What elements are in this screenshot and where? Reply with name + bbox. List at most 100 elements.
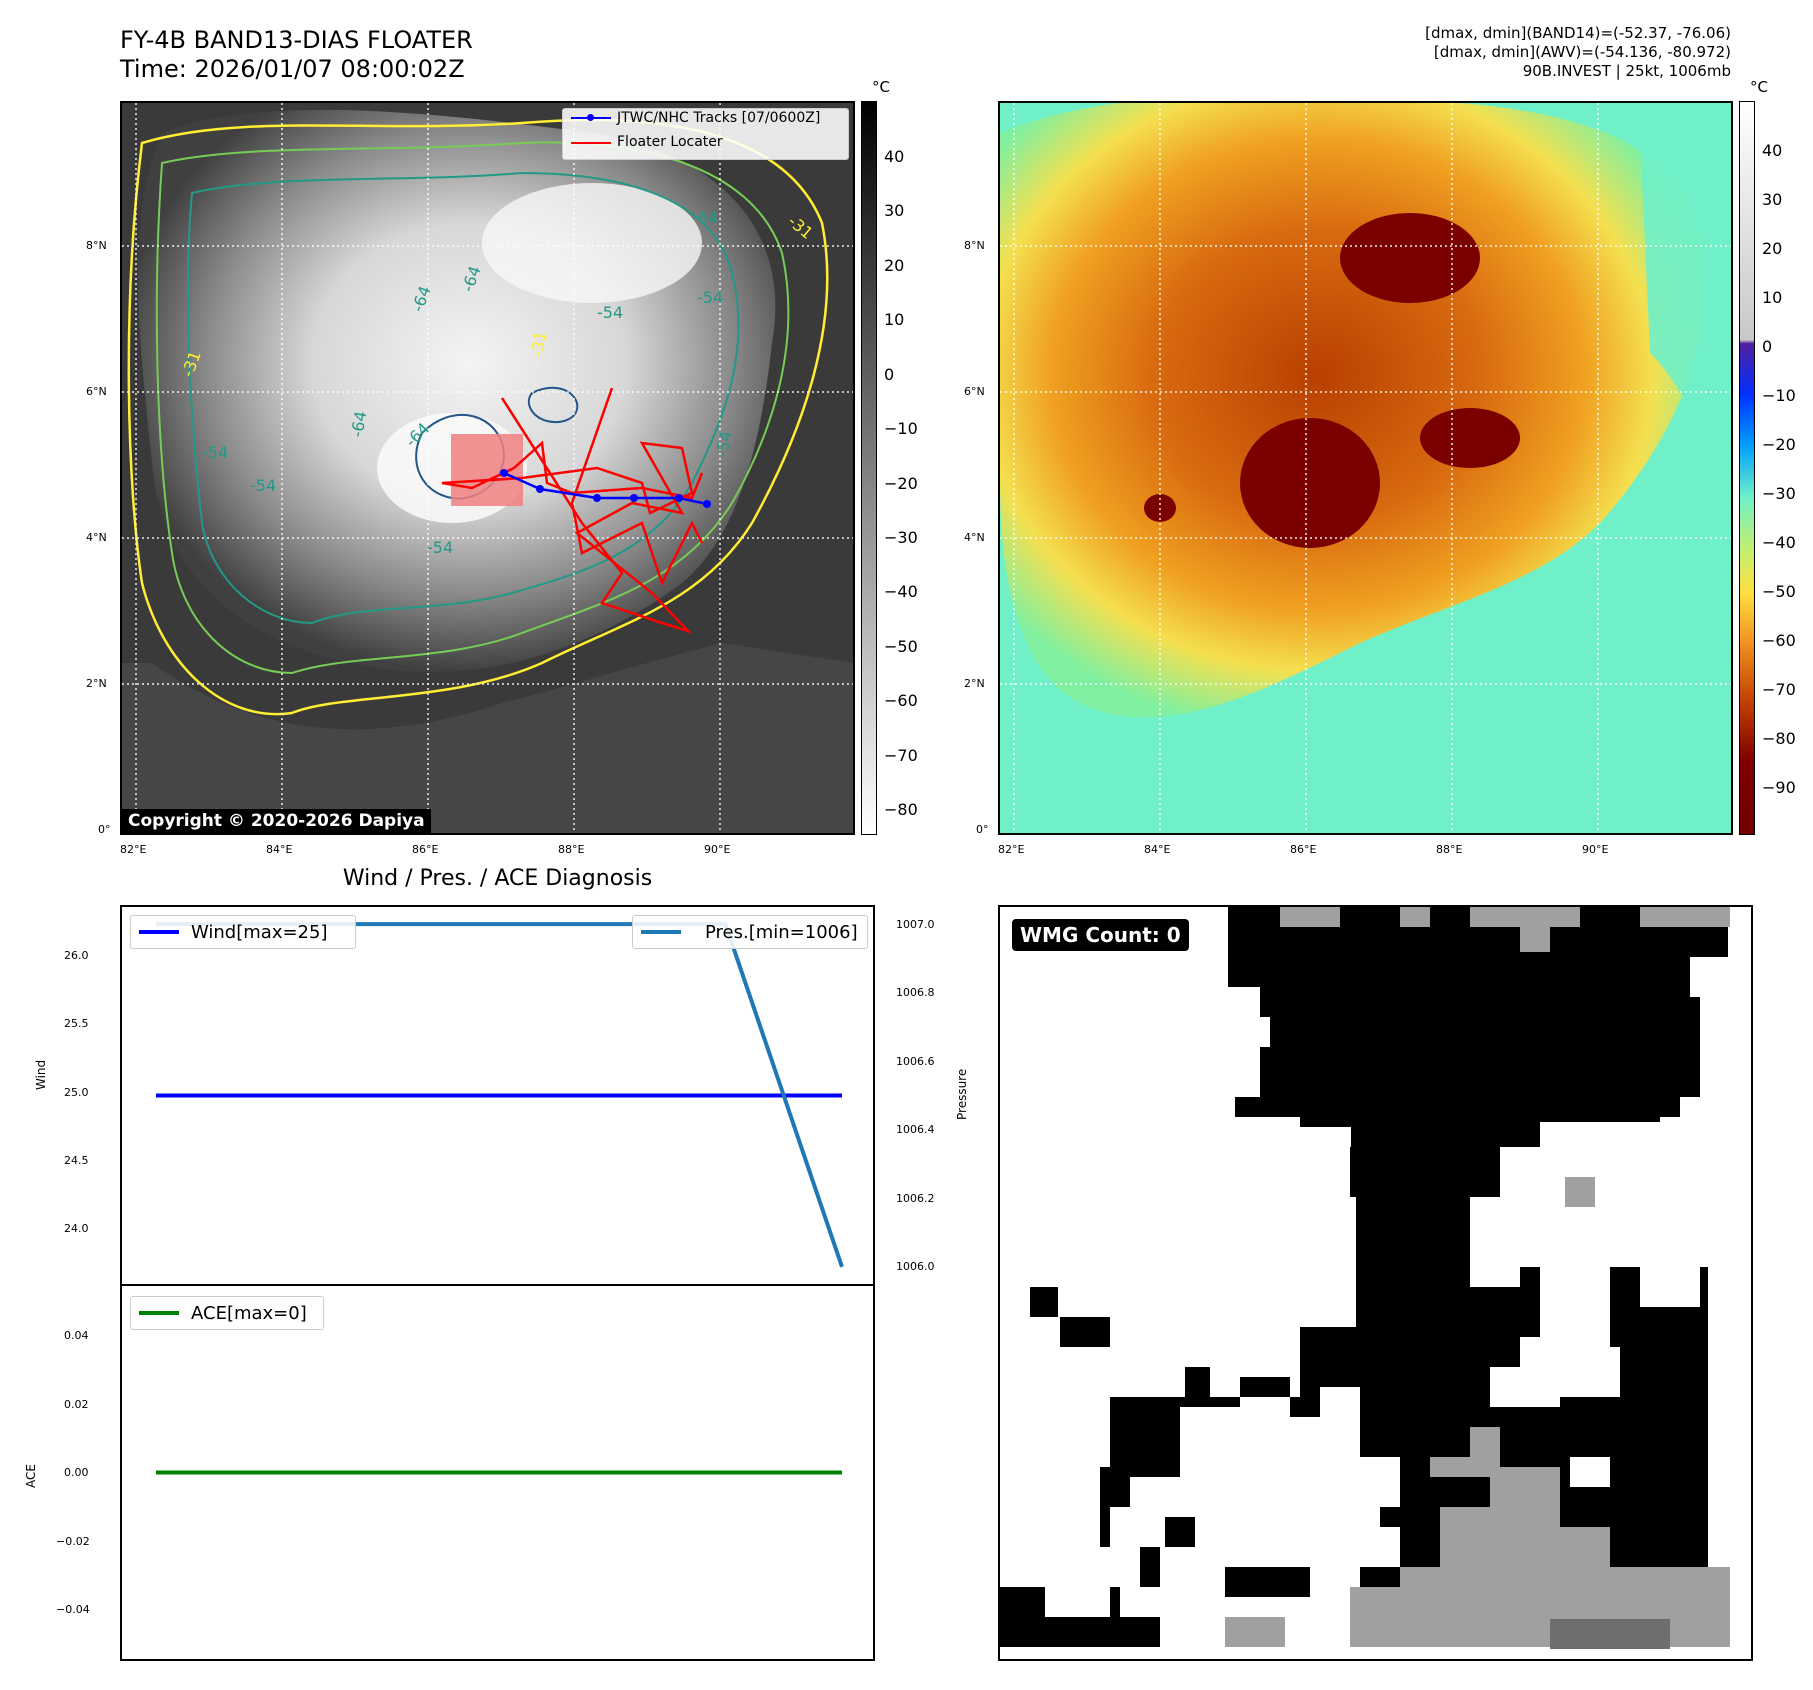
- wv-cold-top-north: [1340, 213, 1480, 303]
- wind-tick: 25.5: [64, 1017, 89, 1030]
- wind-pres-panel: Wind[max=25] Pres.[min=1006]: [120, 905, 875, 1286]
- wv-cbar-tick: 20: [1762, 239, 1783, 258]
- wv-dry-east: [1600, 133, 1731, 833]
- contour-label: -54: [250, 476, 276, 495]
- ir-lat-label: 0°: [98, 823, 111, 836]
- wv-lon-label: 84°E: [1144, 843, 1171, 856]
- wv-lat-label: 0°: [976, 823, 989, 836]
- ace-legend: ACE[max=0]: [130, 1296, 324, 1330]
- ir-map-panel: -64 -64 -64 -54 -54 -54 -54 -54 -31 -31 …: [120, 101, 855, 835]
- track-point: [536, 485, 544, 493]
- wind-tick: 24.0: [64, 1222, 89, 1235]
- wv-cbar-tick: −10: [1762, 386, 1796, 405]
- wv-cbar-tick: −50: [1762, 582, 1796, 601]
- wv-lon-label: 86°E: [1290, 843, 1317, 856]
- wmg-cell: [1030, 1287, 1058, 1317]
- ir-lon-label: 84°E: [266, 843, 293, 856]
- ace-ylabel: ACE: [24, 1464, 38, 1488]
- wv-cbar-tick: −30: [1762, 484, 1796, 503]
- ir-cbar-tick: −10: [884, 419, 918, 438]
- ace-tick: −0.02: [56, 1535, 90, 1548]
- pres-legend: Pres.[min=1006]: [632, 915, 868, 949]
- wind-legend-swatch: [139, 930, 179, 934]
- wmg-panel: WMG Count: 0: [998, 905, 1753, 1661]
- ir-cbar-tick: −80: [884, 800, 918, 819]
- ir-gridlines: [122, 103, 853, 833]
- wind-legend: Wind[max=25]: [130, 915, 356, 949]
- pres-tick: 1006.4: [896, 1123, 935, 1136]
- title-line-1: FY-4B BAND13-DIAS FLOATER: [120, 26, 473, 54]
- floater-locater-line-2: [570, 387, 704, 587]
- wind-tick: 26.0: [64, 949, 89, 962]
- wind-ylabel: Wind: [34, 1059, 48, 1090]
- ir-warm-region: [122, 643, 853, 833]
- ir-map: -64 -64 -64 -54 -54 -54 -54 -54 -31 -31 …: [122, 103, 853, 833]
- wmg-cell: [1225, 1567, 1310, 1597]
- wmg-cell: [1225, 1617, 1285, 1647]
- ir-lat-label: 2°N: [86, 677, 107, 690]
- contour-label: -54: [202, 443, 228, 462]
- wv-cbar-tick: −70: [1762, 680, 1796, 699]
- wmg-cell: [1130, 1587, 1160, 1617]
- track-point: [703, 500, 711, 508]
- wv-lon-label: 88°E: [1436, 843, 1463, 856]
- jtwc-track-points: [500, 469, 711, 508]
- wv-cbar-tick: −60: [1762, 631, 1796, 650]
- wmg-gray-region: [1350, 1427, 1730, 1647]
- pres-legend-label: Pres.[min=1006]: [705, 922, 858, 943]
- ir-legend: JTWC/NHC Tracks [07/0600Z] Floater Locat…: [562, 108, 849, 160]
- ace-tick: 0.00: [64, 1466, 89, 1479]
- wmg-cell: [1520, 907, 1550, 952]
- pres-tick: 1006.2: [896, 1192, 935, 1205]
- wmg-count-badge: WMG Count: 0: [1012, 919, 1189, 951]
- contour-label: -64: [347, 410, 370, 439]
- wv-cbar-tick: 40: [1762, 141, 1783, 160]
- diag-title: Wind / Pres. / ACE Diagnosis: [342, 866, 653, 891]
- contour-yellow: [127, 118, 829, 716]
- track-point: [675, 494, 683, 502]
- ace-tick: −0.04: [56, 1603, 90, 1616]
- wmg-cells-gray: [1225, 907, 1730, 1647]
- wv-lat-label: 6°N: [964, 385, 985, 398]
- wind-tick: 24.5: [64, 1154, 89, 1167]
- ace-plot: [156, 1470, 842, 1475]
- info-line-3: 90B.INVEST | 25kt, 1006mb: [1522, 62, 1731, 80]
- ir-cbar-tick: 20: [884, 256, 905, 275]
- wv-lat-label: 4°N: [964, 531, 985, 544]
- pres-tick: 1007.0: [896, 918, 935, 931]
- ir-lon-label: 86°E: [412, 843, 439, 856]
- info-line-1: [dmax, dmin](BAND14)=(-52.37, -76.06): [1425, 24, 1731, 42]
- ace-legend-swatch: [139, 1311, 179, 1315]
- legend-track-marker: [587, 114, 594, 121]
- wmg-black-region: [1000, 907, 1728, 1647]
- wv-cbar-tick: 0: [1762, 337, 1773, 356]
- wmg-cells-white: [1130, 1457, 1610, 1617]
- contour-label: -31: [527, 330, 550, 359]
- ir-cbar-tick: −20: [884, 474, 918, 493]
- pres-tick: 1006.8: [896, 986, 935, 999]
- contour-label: -54: [697, 288, 723, 307]
- wv-lon-label: 90°E: [1582, 843, 1609, 856]
- track-point: [630, 494, 638, 502]
- wmg-cell: [1640, 907, 1730, 927]
- ir-lon-label: 88°E: [558, 843, 585, 856]
- ir-lat-label: 6°N: [86, 385, 107, 398]
- track-point: [593, 494, 601, 502]
- wv-lat-label: 2°N: [964, 677, 985, 690]
- wmg-grid: [1000, 907, 1730, 1649]
- contour-label: -64: [692, 208, 718, 227]
- contour-label: -54: [427, 538, 453, 557]
- ir-lon-label: 90°E: [704, 843, 731, 856]
- wind-tick: 25.0: [64, 1086, 89, 1099]
- legend-floater-label: Floater Locater: [617, 134, 723, 150]
- ace-tick: 0.02: [64, 1398, 89, 1411]
- ir-lat-label: 4°N: [86, 531, 107, 544]
- wv-lat-label: 8°N: [964, 239, 985, 252]
- contour-label: -54: [597, 303, 623, 322]
- wv-cbar-tick: 10: [1762, 288, 1783, 307]
- pres-legend-swatch: [641, 930, 681, 934]
- contour-blue-east: [527, 386, 579, 423]
- ir-lat-label: 8°N: [86, 239, 107, 252]
- wmg-cells-black: [1000, 907, 1728, 1647]
- legend-floater-swatch: [571, 142, 611, 144]
